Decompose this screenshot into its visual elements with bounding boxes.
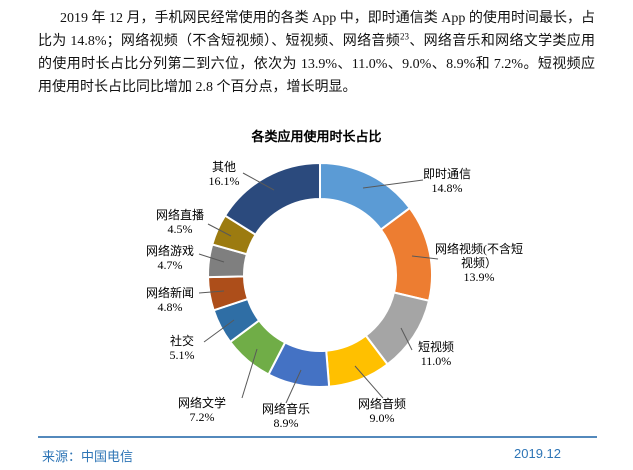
chart-title: 各类应用使用时长占比: [251, 129, 382, 144]
slice-value: 16.1%: [208, 174, 240, 188]
callout-slice-11: 其他 16.1%: [198, 160, 250, 188]
paragraph-text-end: 、网络音乐和网络文学类应用的使用时长占比分列第二到六位，依次为 13.9%、11…: [38, 34, 595, 95]
callout-slice-6: 网络文学 7.2%: [172, 396, 232, 424]
slice-value: 9.0%: [369, 411, 395, 425]
callout-slice-2: 网络视频(不含短视频） 13.9%: [432, 242, 526, 284]
slice-label: 短视频: [417, 340, 454, 354]
slice-value: 7.2%: [189, 410, 215, 424]
leader-line-3: [400, 327, 413, 351]
leader-line-1: [362, 179, 424, 189]
footnote-ref: 23: [400, 31, 410, 42]
leader-line-8: [198, 290, 225, 294]
donut-chart: 各类应用使用时长占比 即时通信 14.8% 网络视频(不含短视频） 13.9% 短视频 1…: [0, 120, 633, 435]
body-paragraph: 2019 年 12 月，手机网民经常使用的各类 App 中，即时通信类 App …: [38, 7, 595, 99]
slice-label: 即时通信: [422, 167, 471, 181]
source-label: 来源：中国电信: [42, 449, 134, 464]
callout-slice-7: 社交 5.1%: [158, 334, 206, 362]
slice-label: 网络新闻: [145, 286, 194, 300]
donut-plot: [198, 161, 439, 404]
slice-value: 13.9%: [463, 270, 495, 284]
leader-line-4: [354, 365, 384, 399]
slice-value: 4.7%: [157, 258, 183, 272]
leader-line-9: [198, 253, 225, 263]
slice-value: 5.1%: [169, 348, 195, 362]
leader-line-2: [411, 255, 439, 260]
page-footer: 来源：中国电信 2019.12: [38, 436, 597, 470]
slice-label: 社交: [169, 334, 194, 348]
callout-slice-4: 网络音频 9.0%: [352, 397, 412, 425]
slice-label: 网络直播: [155, 208, 204, 222]
slice-value: 4.8%: [157, 300, 183, 314]
callout-slice-10: 网络直播 4.5%: [148, 208, 212, 236]
callout-slice-3: 短视频 11.0%: [408, 340, 464, 368]
leader-line-6: [241, 348, 258, 399]
slice-label: 其他: [211, 160, 236, 174]
callout-slice-5: 网络音乐 8.9%: [256, 402, 316, 430]
slice-label: 网络音频: [357, 397, 406, 411]
slice-value: 14.8%: [431, 181, 463, 195]
callout-slice-9: 网络游戏 4.7%: [140, 244, 200, 272]
slice-value: 8.9%: [273, 416, 299, 430]
slice-value: 4.5%: [167, 222, 193, 236]
paragraph-text-start: 2019 年 12 月，手机网民经常使用的各类 App 中，即时通信类 App …: [38, 11, 595, 49]
callout-slice-8: 网络新闻 4.8%: [140, 286, 200, 314]
report-date: 2019.12: [514, 446, 561, 461]
leader-line-5: [285, 369, 302, 404]
slice-label: 网络游戏: [145, 244, 194, 258]
leader-line-11: [242, 172, 275, 191]
leader-line-10: [207, 223, 232, 237]
slice-label: 网络视频(不含短视频）: [435, 242, 523, 270]
slice-label: 网络文学: [177, 396, 226, 410]
callout-slice-1: 即时通信 14.8%: [405, 167, 489, 195]
slice-value: 11.0%: [420, 354, 452, 368]
leader-line-7: [203, 319, 235, 343]
donut-slice-11: [223, 161, 321, 237]
slice-label: 网络音乐: [261, 402, 310, 416]
